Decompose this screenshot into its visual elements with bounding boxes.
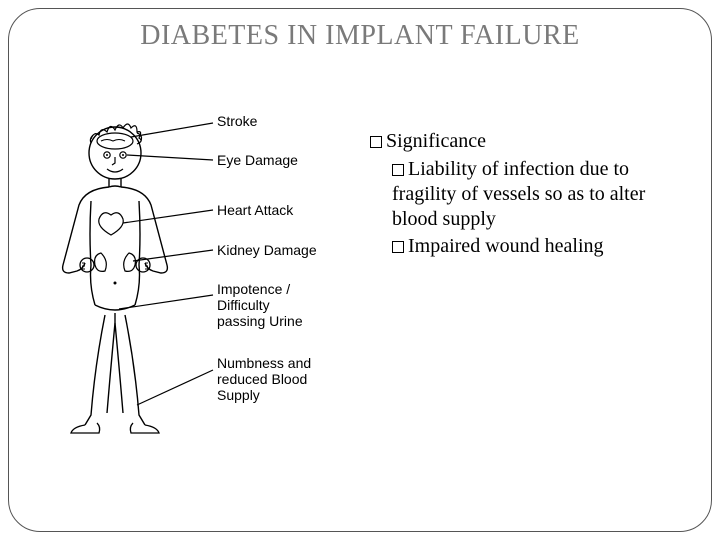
label-stroke: Stroke [217, 113, 257, 129]
bullet-sub-2: Impaired wound healing [392, 234, 680, 259]
square-bullet-icon [370, 136, 382, 148]
bullet-main-text: Significance [386, 130, 486, 152]
page-title: DIABETES IN IMPLANT FAILURE [0, 20, 720, 52]
label-kidney-damage: Kidney Damage [217, 242, 317, 258]
content-column: Significance Liability of infection due … [370, 130, 680, 261]
square-bullet-icon [392, 164, 404, 176]
body-figure-svg [45, 105, 355, 465]
label-eye-damage: Eye Damage [217, 152, 298, 168]
bullet-sub-2-text: Impaired wound healing [408, 235, 604, 257]
bullet-sub-1: Liability of infection due to fragility … [392, 157, 680, 232]
label-numbness: Numbness and reduced Blood Supply [217, 355, 311, 403]
label-impotence: Impotence / Difficulty passing Urine [217, 281, 303, 329]
label-heart-attack: Heart Attack [217, 202, 293, 218]
square-bullet-icon [392, 241, 404, 253]
bullet-significance: Significance [370, 130, 680, 153]
bullet-sub-1-text: Liability of infection due to fragility … [392, 158, 645, 230]
diabetes-complications-diagram: Stroke Eye Damage Heart Attack Kidney Da… [45, 105, 355, 465]
